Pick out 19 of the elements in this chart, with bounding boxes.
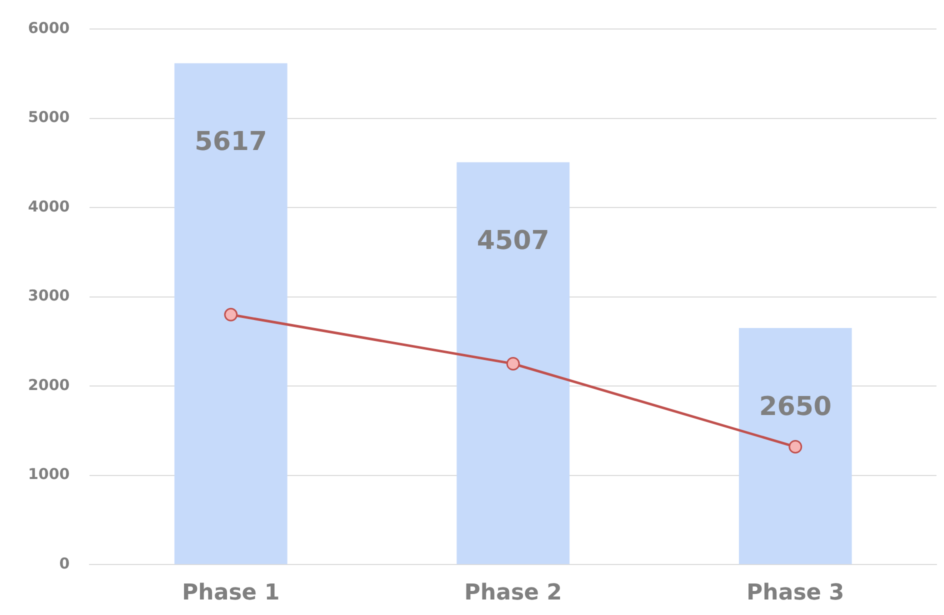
- data-label: 4507: [476, 226, 550, 256]
- y-tick-label: 4000: [28, 197, 70, 216]
- x-tick-label: Phase 3: [746, 580, 844, 606]
- y-tick-label: 3000: [28, 286, 70, 305]
- point: [224, 308, 238, 322]
- bar: [174, 63, 288, 564]
- bar: [456, 162, 570, 564]
- y-tick-label: 1000: [28, 465, 70, 484]
- x-tick-label: Phase 1: [182, 580, 280, 606]
- data-label: 5617: [194, 126, 268, 157]
- data-label: 2650: [759, 392, 832, 422]
- bar: [738, 328, 852, 564]
- point: [788, 440, 802, 454]
- x-tick-label: Phase 2: [464, 580, 562, 606]
- y-tick-label: 5000: [28, 108, 70, 126]
- y-tick-label: 0: [59, 554, 70, 572]
- y-tick-label: 2000: [28, 376, 70, 394]
- y-tick-label: 6000: [28, 18, 70, 37]
- point: [506, 357, 520, 370]
